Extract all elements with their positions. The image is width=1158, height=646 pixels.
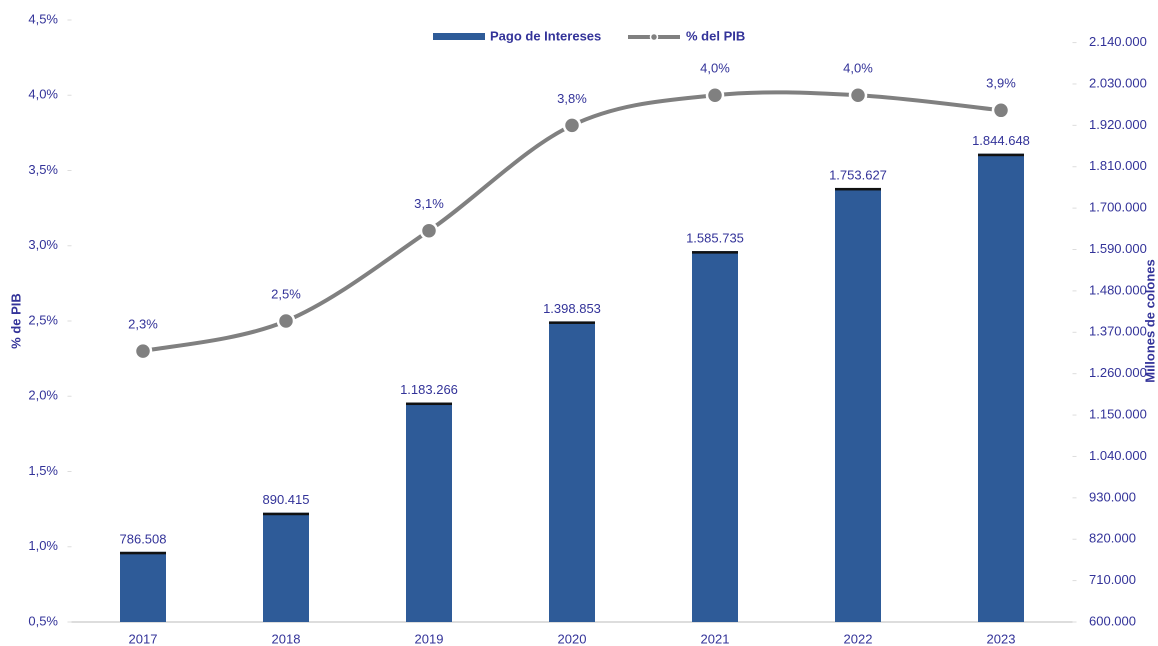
bar-cap xyxy=(549,321,595,324)
line-point xyxy=(848,86,868,105)
y2-tick-label: 2.030.000 xyxy=(1089,75,1147,90)
bar-cap xyxy=(978,153,1024,157)
line-value-label: 3,9% xyxy=(986,76,1016,91)
x-tick-label: 2023 xyxy=(987,631,1016,646)
bar-cap xyxy=(120,551,166,555)
line-point xyxy=(562,116,582,135)
legend-swatch xyxy=(433,33,485,40)
legend-swatch-point xyxy=(649,32,659,42)
y2-tick-label: 1.370.000 xyxy=(1089,324,1147,339)
bar-value-label: 786.508 xyxy=(120,531,167,546)
bar-value-label: 1.844.648 xyxy=(972,133,1030,148)
bar xyxy=(549,321,595,622)
bar-cap xyxy=(263,512,309,516)
bar xyxy=(263,512,309,622)
bar xyxy=(835,187,881,622)
y-axis-label: % de PIB xyxy=(8,293,23,349)
y2-tick-label: 820.000 xyxy=(1089,531,1136,546)
line-value-label: 4,0% xyxy=(700,61,730,76)
y2-tick-label: 1.590.000 xyxy=(1089,241,1147,256)
y2-tick-label: 1.810.000 xyxy=(1089,158,1147,173)
bar-value-label: 890.415 xyxy=(263,492,310,507)
line-value-label: 2,5% xyxy=(271,286,301,301)
x-tick-label: 2017 xyxy=(129,631,158,646)
y2-axis-label: Millones de colones xyxy=(1142,259,1157,383)
y-tick-label: 1,5% xyxy=(28,463,58,478)
bar-value-label: 1.398.853 xyxy=(543,301,601,316)
y2-tick-label: 1.480.000 xyxy=(1089,282,1147,297)
y2-tick-label: 2.140.000 xyxy=(1089,34,1147,49)
x-tick-label: 2021 xyxy=(701,631,730,646)
y2-tick-label: 930.000 xyxy=(1089,489,1136,504)
y2-tick-label: 1.260.000 xyxy=(1089,365,1147,380)
y2-tick-label: 1.700.000 xyxy=(1089,200,1147,215)
y-tick-label: 4,0% xyxy=(28,87,58,102)
line-point xyxy=(419,221,439,240)
line-point xyxy=(133,341,153,361)
y-tick-label: 1,0% xyxy=(28,538,58,553)
y2-tick-label: 710.000 xyxy=(1089,572,1136,587)
line-value-label: 3,1% xyxy=(414,196,444,211)
bar-cap xyxy=(406,402,452,406)
y2-tick-label: 1.150.000 xyxy=(1089,407,1147,422)
y-tick-label: 3,5% xyxy=(28,162,58,177)
line-point xyxy=(705,86,725,105)
legend-label: % del PIB xyxy=(686,28,745,43)
bar-value-label: 1.585.735 xyxy=(686,231,744,246)
x-tick-label: 2022 xyxy=(844,631,873,646)
bar-cap xyxy=(692,251,738,254)
y2-tick-label: 1.040.000 xyxy=(1089,448,1147,463)
bar-cap xyxy=(835,187,881,191)
y2-tick-label: 1.920.000 xyxy=(1089,117,1147,132)
line-value-label: 4,0% xyxy=(843,61,873,76)
x-tick-label: 2018 xyxy=(272,631,301,646)
bar xyxy=(406,402,452,622)
line-value-label: 3,8% xyxy=(557,91,587,106)
line-point xyxy=(991,101,1011,120)
x-tick-label: 2020 xyxy=(558,631,587,646)
y-tick-label: 2,0% xyxy=(28,388,58,403)
bar-value-label: 1.183.266 xyxy=(400,382,458,397)
y-tick-label: 2,5% xyxy=(28,312,58,327)
y2-tick-label: 600.000 xyxy=(1089,613,1136,628)
line-point xyxy=(276,311,296,331)
bar xyxy=(120,551,166,622)
bar xyxy=(978,153,1024,623)
bar-value-label: 1.753.627 xyxy=(829,167,887,182)
y-tick-label: 4,5% xyxy=(28,11,58,26)
y-tick-label: 3,0% xyxy=(28,237,58,252)
line-value-label: 2,3% xyxy=(128,317,158,332)
bar xyxy=(692,251,738,623)
legend-label: Pago de Intereses xyxy=(490,28,601,43)
y-tick-label: 0,5% xyxy=(28,613,58,628)
x-tick-label: 2019 xyxy=(415,631,444,646)
